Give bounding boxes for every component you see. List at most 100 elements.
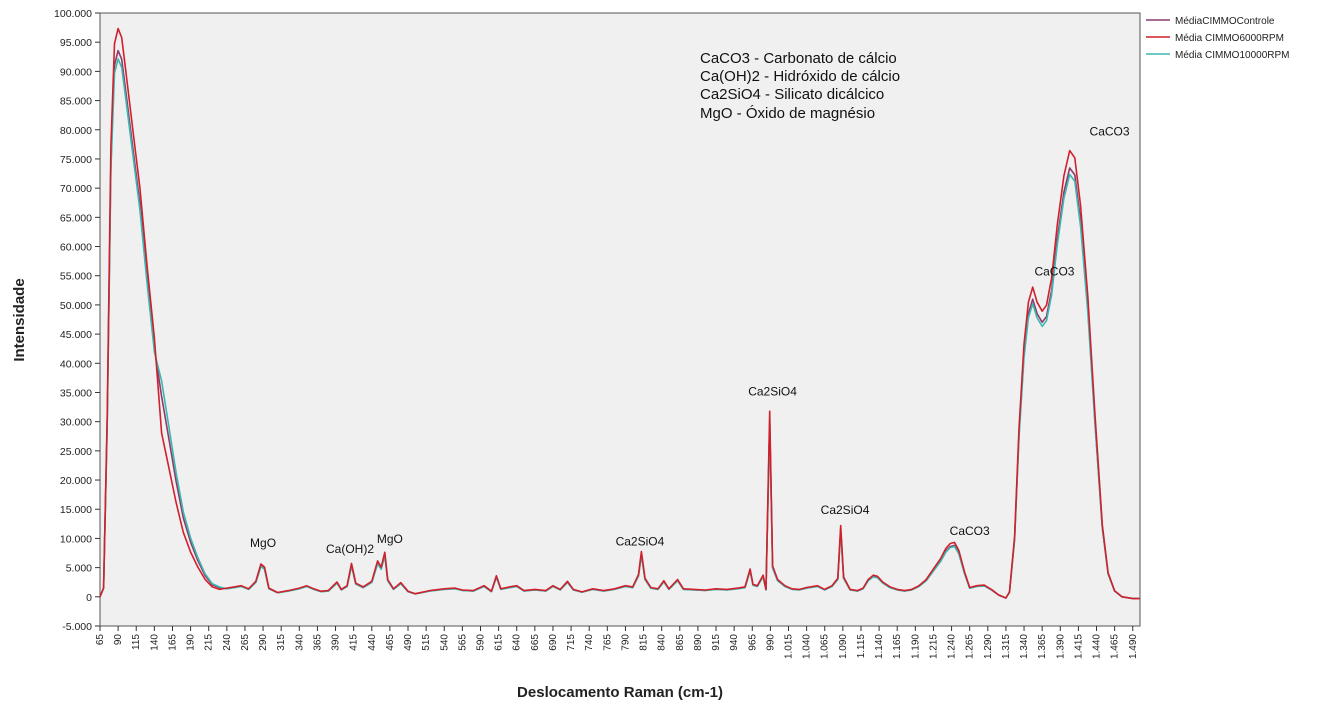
legend-box-line-2: Ca(OH)2 - Hidróxido de cálcio bbox=[700, 68, 900, 85]
y-tick-label: 5.000 bbox=[66, 563, 92, 575]
y-tick-label: -5.000 bbox=[62, 621, 92, 633]
x-tick-label: 1.415 bbox=[1073, 634, 1084, 659]
x-tick-label: 890 bbox=[693, 634, 704, 651]
y-tick-label: 85.000 bbox=[60, 96, 92, 108]
x-tick-label: 140 bbox=[149, 634, 160, 651]
x-tick-label: 440 bbox=[367, 634, 378, 651]
legend: MédiaCIMMOControle Média CIMMO6000RPM Médi… bbox=[1146, 16, 1289, 61]
y-tick-label: 20.000 bbox=[60, 475, 92, 487]
y-tick-label: 10.000 bbox=[60, 533, 92, 545]
peak-label: CaCO3 bbox=[1090, 125, 1130, 139]
y-tick-label: 70.000 bbox=[60, 183, 92, 195]
x-tick-label: 65 bbox=[95, 634, 106, 646]
x-axis-label: Deslocamento Raman (cm-1) bbox=[517, 684, 723, 701]
x-tick-label: 240 bbox=[222, 634, 233, 651]
y-axis: 100.000 95.000 90.000 85.000 80.000 75.000 70.… bbox=[54, 8, 100, 633]
x-tick-label: 190 bbox=[186, 634, 197, 651]
x-tick-label: 615 bbox=[494, 634, 505, 651]
x-tick-label: 940 bbox=[729, 634, 740, 651]
x-tick-label: 115 bbox=[131, 634, 142, 650]
x-tick-label: 990 bbox=[765, 634, 776, 651]
legend-label: Média CIMMO10000RPM bbox=[1175, 50, 1289, 61]
legend-box-line-4: MgO - Óxido de magnésio bbox=[700, 105, 875, 122]
y-tick-label: 35.000 bbox=[60, 387, 92, 399]
y-tick-label: 55.000 bbox=[60, 271, 92, 283]
x-tick-label: 1.190 bbox=[910, 634, 921, 659]
x-tick-label: 790 bbox=[620, 634, 631, 651]
x-tick-label: 715 bbox=[566, 634, 577, 651]
x-tick-label: 1.090 bbox=[838, 634, 849, 659]
series-group bbox=[99, 27, 1140, 600]
y-tick-label: 100.000 bbox=[54, 8, 92, 20]
x-tick-label: 765 bbox=[602, 634, 613, 651]
x-tick-label: 90 bbox=[113, 634, 124, 646]
x-tick-label: 490 bbox=[403, 634, 414, 651]
x-tick-label: 215 bbox=[204, 634, 215, 651]
y-tick-label: 25.000 bbox=[60, 446, 92, 458]
x-tick-label: 640 bbox=[512, 634, 523, 651]
x-tick-label: 665 bbox=[530, 634, 541, 651]
y-tick-label: 60.000 bbox=[60, 242, 92, 254]
x-tick-label: 415 bbox=[349, 634, 360, 651]
x-tick-label: 265 bbox=[240, 634, 251, 651]
y-tick-label: 0 bbox=[86, 592, 92, 604]
x-tick-label: 840 bbox=[657, 634, 668, 651]
x-tick-label: 815 bbox=[639, 634, 650, 651]
x-tick-label: 1.140 bbox=[874, 634, 885, 659]
x-tick-label: 1.315 bbox=[1001, 634, 1012, 659]
peak-label: Ca(OH)2 bbox=[326, 542, 374, 556]
legend-box-line-3: Ca2SiO4 - Silicato dicálcico bbox=[700, 86, 884, 103]
y-axis-label: Intensidade bbox=[11, 278, 28, 361]
x-tick-label: 965 bbox=[747, 634, 758, 651]
x-tick-label: 365 bbox=[312, 634, 323, 651]
x-tick-label: 1.365 bbox=[1037, 634, 1048, 659]
y-tick-label: 15.000 bbox=[60, 504, 92, 516]
y-tick-label: 50.000 bbox=[60, 300, 92, 312]
peak-label: CaCO3 bbox=[950, 524, 990, 538]
x-axis: 65 90 115 140 165 190 215 240 265 290 315 340 365 390… bbox=[95, 626, 1139, 659]
x-tick-label: 315 bbox=[276, 634, 287, 651]
y-tick-label: 80.000 bbox=[60, 125, 92, 137]
legend-label: Média CIMMO6000RPM bbox=[1175, 33, 1284, 44]
peak-label: MgO bbox=[250, 536, 276, 550]
plot-area bbox=[99, 12, 1141, 627]
x-tick-label: 1.015 bbox=[784, 634, 795, 659]
x-tick-label: 1.465 bbox=[1110, 634, 1121, 659]
x-tick-label: 1.340 bbox=[1019, 634, 1030, 659]
x-tick-label: 340 bbox=[294, 634, 305, 651]
legend-box: CaCO3 - Carbonato de cálcio Ca(OH)2 - Hi… bbox=[700, 50, 900, 122]
x-tick-label: 1.390 bbox=[1055, 634, 1066, 659]
x-tick-label: 515 bbox=[421, 634, 432, 651]
x-tick-label: 865 bbox=[675, 634, 686, 651]
y-tick-label: 40.000 bbox=[60, 358, 92, 370]
peak-label: MgO bbox=[377, 532, 403, 546]
x-tick-label: 590 bbox=[475, 634, 486, 651]
x-tick-label: 565 bbox=[457, 634, 468, 651]
legend-label: MédiaCIMMOControle bbox=[1175, 16, 1275, 27]
x-tick-label: 1.065 bbox=[820, 634, 831, 659]
y-tick-label: 90.000 bbox=[60, 66, 92, 78]
y-tick-label: 65.000 bbox=[60, 212, 92, 224]
x-tick-label: 1.240 bbox=[947, 634, 958, 659]
x-tick-label: 1.265 bbox=[965, 634, 976, 659]
legend-box-line-1: CaCO3 - Carbonato de cálcio bbox=[700, 50, 897, 67]
y-tick-label: 45.000 bbox=[60, 329, 92, 341]
y-tick-label: 75.000 bbox=[60, 154, 92, 166]
x-tick-label: 390 bbox=[331, 634, 342, 651]
y-tick-label: 95.000 bbox=[60, 37, 92, 49]
y-tick-label: 30.000 bbox=[60, 417, 92, 429]
x-tick-label: 1.115 bbox=[856, 634, 867, 659]
x-tick-label: 690 bbox=[548, 634, 559, 651]
x-tick-label: 1.490 bbox=[1128, 634, 1139, 659]
x-tick-label: 1.165 bbox=[892, 634, 903, 659]
x-tick-label: 165 bbox=[167, 634, 178, 651]
x-tick-label: 1.215 bbox=[928, 634, 939, 659]
peak-label: CaCO3 bbox=[1034, 265, 1074, 279]
x-tick-label: 465 bbox=[385, 634, 396, 651]
x-tick-label: 1.290 bbox=[983, 634, 994, 659]
x-tick-label: 540 bbox=[439, 634, 450, 651]
peak-label: Ca2SiO4 bbox=[821, 503, 870, 517]
series-line bbox=[99, 27, 1140, 600]
